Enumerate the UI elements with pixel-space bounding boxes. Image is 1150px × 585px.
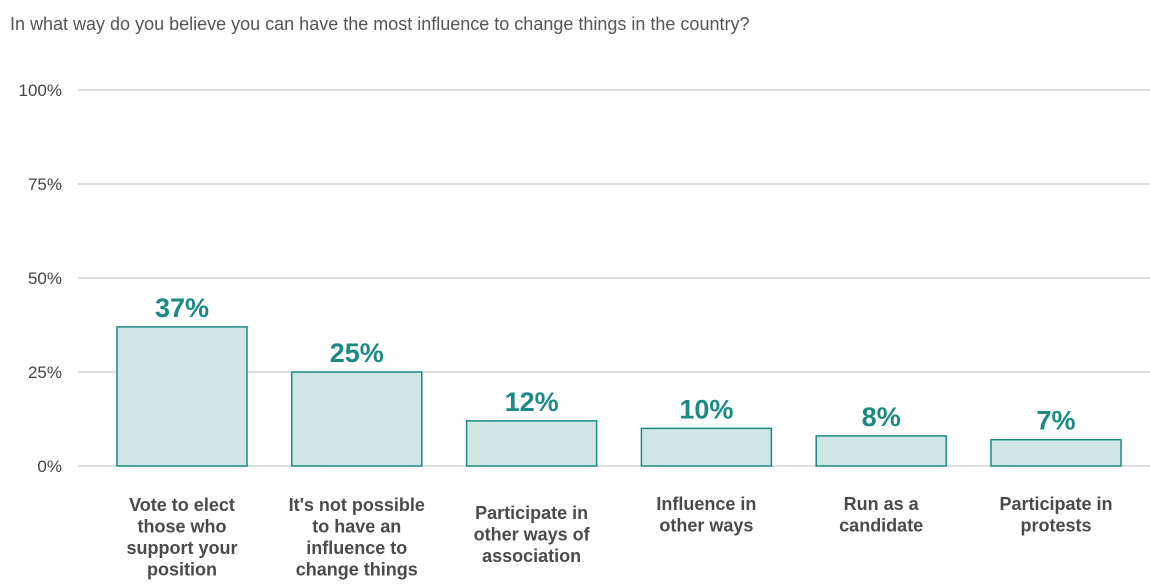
y-tick-label: 0% xyxy=(37,457,62,476)
chart-title: In what way do you believe you can have … xyxy=(10,14,750,34)
category-label: Run as a xyxy=(844,494,920,514)
category-label: other ways xyxy=(659,516,753,536)
category-label: position xyxy=(147,560,217,580)
data-label: 10% xyxy=(679,394,733,424)
y-tick-label: 25% xyxy=(28,363,62,382)
category-label: change things xyxy=(296,560,418,580)
category-label: other ways of xyxy=(474,525,591,545)
category-label: protests xyxy=(1020,516,1091,536)
category-label: Vote to elect xyxy=(129,495,235,515)
bar xyxy=(990,438,1122,467)
category-label: Influence in xyxy=(656,494,756,514)
y-tick-label: 75% xyxy=(28,175,62,194)
data-labels: 37% 25% 12% 10% 8% 7% xyxy=(155,293,1076,436)
y-tick-label: 50% xyxy=(28,269,62,288)
y-grid: 100% 75% 50% 25% 0% xyxy=(19,81,1150,476)
data-label: 37% xyxy=(155,293,209,323)
bar xyxy=(116,326,248,467)
category-label: Participate in xyxy=(475,503,588,523)
category-label: support your xyxy=(127,538,238,558)
category-label: to have an xyxy=(312,517,401,537)
category-label: It's not possible xyxy=(289,495,425,515)
category-label: candidate xyxy=(839,516,923,536)
bar xyxy=(291,371,423,467)
data-label: 12% xyxy=(505,387,559,417)
bar xyxy=(465,420,598,467)
category-label: association xyxy=(482,546,581,566)
category-label: influence to xyxy=(306,538,407,558)
bar xyxy=(815,435,947,467)
data-label: 8% xyxy=(862,402,901,432)
bar xyxy=(640,427,773,467)
bars xyxy=(116,326,1122,467)
data-label: 7% xyxy=(1036,406,1075,436)
category-label: those who xyxy=(138,517,227,537)
data-label: 25% xyxy=(330,338,384,368)
y-tick-label: 100% xyxy=(19,81,62,100)
category-label: Participate in xyxy=(999,494,1112,514)
